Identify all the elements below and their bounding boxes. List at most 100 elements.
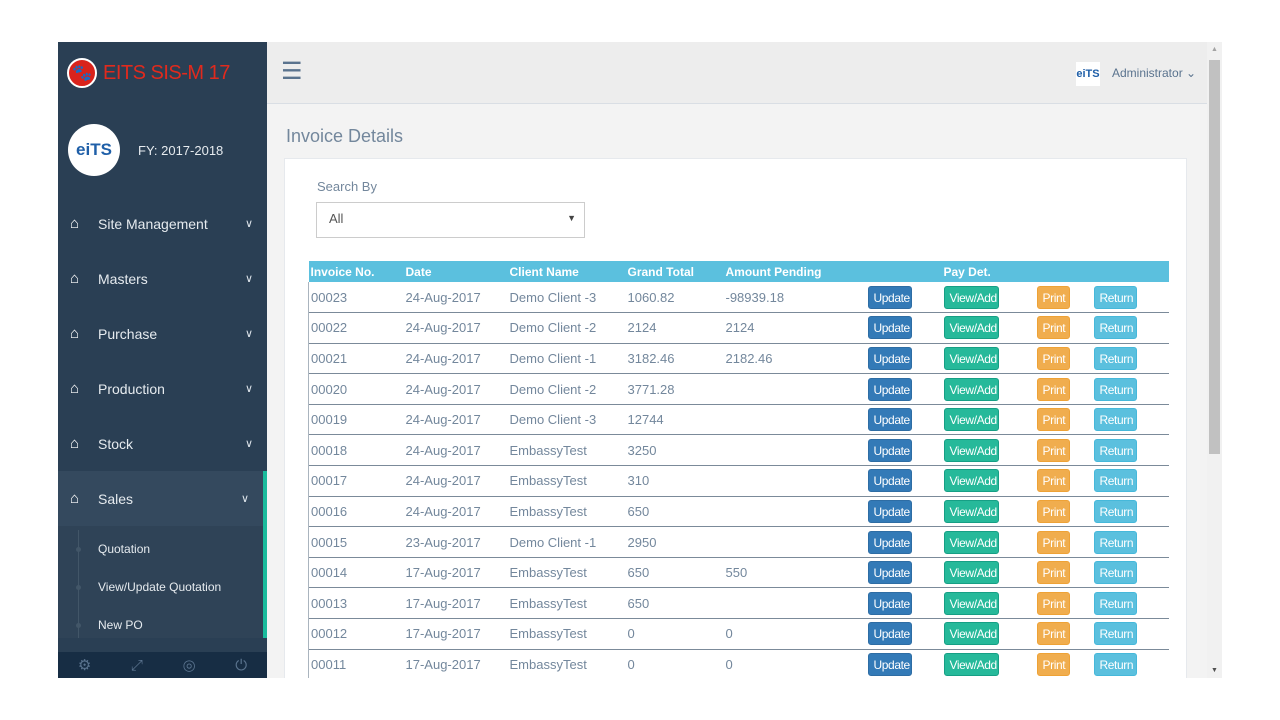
view-add-button[interactable]: View/Add [943,469,999,493]
print-button[interactable]: Print [1036,622,1070,646]
submenu-item-view-update-quotation[interactable]: View/Update Quotation [58,568,263,606]
sidebar-item-masters[interactable]: ⌂ Masters ∨ [58,251,267,306]
print-button[interactable]: Print [1036,561,1070,585]
view-add-button[interactable]: View/Add [943,408,999,432]
client-name-cell: EmbassyTest [509,473,587,489]
action-cell: Update [866,557,942,588]
update-button[interactable]: Update [867,499,912,523]
print-button[interactable]: Print [1036,591,1070,615]
client-name-cell: Demo Client -3 [509,289,597,305]
view-add-button[interactable]: View/Add [943,591,999,615]
header-date[interactable]: Date [405,264,432,279]
view-add-button[interactable]: View/Add [943,499,999,523]
grand-total-cell: 0 [627,656,635,672]
sidebar-item-production[interactable]: ⌂ Production ∨ [58,361,267,416]
fullscreen-icon[interactable]: ⤢ [130,656,143,674]
date-cell: 24-Aug-2017 [405,320,481,336]
update-button[interactable]: Update [867,591,912,615]
print-button[interactable]: Print [1036,377,1070,401]
sidebar-item-purchase[interactable]: ⌂ Purchase ∨ [58,306,267,361]
view-add-button[interactable]: View/Add [943,622,999,646]
return-button[interactable]: Return [1093,285,1137,309]
action-cell: Update [866,619,942,650]
submenu-item-quotation[interactable]: Quotation [58,530,263,568]
update-button[interactable]: Update [867,346,912,370]
update-button[interactable]: Update [867,469,912,493]
view-add-button[interactable]: View/Add [943,652,999,676]
return-button[interactable]: Return [1093,408,1137,432]
return-button[interactable]: Return [1093,591,1137,615]
print-button[interactable]: Print [1036,530,1070,554]
print-button[interactable]: Print [1036,469,1070,493]
update-button[interactable]: Update [867,316,912,340]
action-cell: Return [1092,404,1169,435]
print-button[interactable]: Print [1036,346,1070,370]
sidebar-item-site-management[interactable]: ⌂ Site Management ∨ [58,196,267,251]
action-cell: Return [1092,527,1169,558]
update-button[interactable]: Update [867,408,912,432]
view-add-button[interactable]: View/Add [943,285,999,309]
view-add-button[interactable]: View/Add [943,530,999,554]
grand-total-cell: 1060.82 [627,289,675,305]
submenu-item-new-po[interactable]: New PO [58,606,263,638]
action-cell: Return [1092,466,1169,497]
user-menu[interactable]: Administrator ⌄ [1112,66,1196,80]
invoice-number-cell: 00021 [308,343,404,374]
power-icon[interactable]: ⏻ [235,656,248,674]
print-button[interactable]: Print [1036,499,1070,523]
header-client-name[interactable]: Client Name [509,264,579,279]
scrollbar-thumb[interactable] [1209,60,1220,454]
date-cell: 24-Aug-2017 [405,412,481,428]
scroll-up-arrow-icon[interactable]: ▲ [1211,46,1218,53]
return-button[interactable]: Return [1093,316,1137,340]
print-button[interactable]: Print [1036,652,1070,676]
print-button[interactable]: Print [1036,408,1070,432]
return-button[interactable]: Return [1093,652,1137,676]
sidebar-item-stock[interactable]: ⌂ Stock ∨ [58,416,267,471]
settings-icon[interactable]: ⚙ [77,657,92,674]
view-add-button[interactable]: View/Add [943,316,999,340]
header-grand-total[interactable]: Grand Total [627,264,694,279]
action-cell: View/Add [942,496,1035,527]
date-cell: 17-Aug-2017 [405,565,481,581]
update-button[interactable]: Update [867,530,912,554]
table-row: 00017 24-Aug-2017 EmbassyTest 310 Update View… [308,465,1169,497]
return-button[interactable]: Return [1093,469,1137,493]
update-button[interactable]: Update [867,285,912,309]
return-button[interactable]: Return [1093,561,1137,585]
update-button[interactable]: Update [867,438,912,462]
print-button[interactable]: Print [1036,438,1070,462]
table-row: 00015 23-Aug-2017 Demo Client -1 2950 Update… [308,526,1169,558]
header-invoice-no[interactable]: Invoice No. [310,264,375,279]
return-button[interactable]: Return [1093,346,1137,370]
update-button[interactable]: Update [867,561,912,585]
view-add-button[interactable]: View/Add [943,377,999,401]
amount-pending-cell: 2124 [725,320,755,336]
action-cell: Print [1035,282,1092,313]
view-add-button[interactable]: View/Add [943,346,999,370]
menu-toggle-icon[interactable]: ☰ [281,58,303,85]
scroll-down-arrow-icon[interactable]: ▼ [1211,667,1218,674]
lock-icon[interactable]: ◎ [182,657,196,674]
return-button[interactable]: Return [1093,622,1137,646]
return-button[interactable]: Return [1093,438,1137,462]
search-by-select[interactable]: All ▼ [316,202,585,238]
header-amount-pending[interactable]: Amount Pending [725,264,822,279]
update-button[interactable]: Update [867,622,912,646]
update-button[interactable]: Update [867,652,912,676]
grand-total-cell: 12744 [627,412,664,428]
update-button[interactable]: Update [867,377,912,401]
sidebar-item-sales[interactable]: ⌂ Sales ∨ [58,471,267,526]
return-button[interactable]: Return [1093,530,1137,554]
amount-pending-cell [724,527,866,558]
return-button[interactable]: Return [1093,499,1137,523]
view-add-button[interactable]: View/Add [943,438,999,462]
return-button[interactable]: Return [1093,377,1137,401]
view-add-button[interactable]: View/Add [943,561,999,585]
print-button[interactable]: Print [1036,285,1070,309]
brand[interactable]: 🐾 EITS SIS-M 17 [58,42,267,104]
table-row: 00013 17-Aug-2017 EmbassyTest 650 Update View… [308,587,1169,619]
print-button[interactable]: Print [1036,316,1070,340]
vertical-scrollbar[interactable]: ▲ ▼ [1207,42,1222,678]
user-avatar[interactable]: eiTS [1076,62,1100,86]
